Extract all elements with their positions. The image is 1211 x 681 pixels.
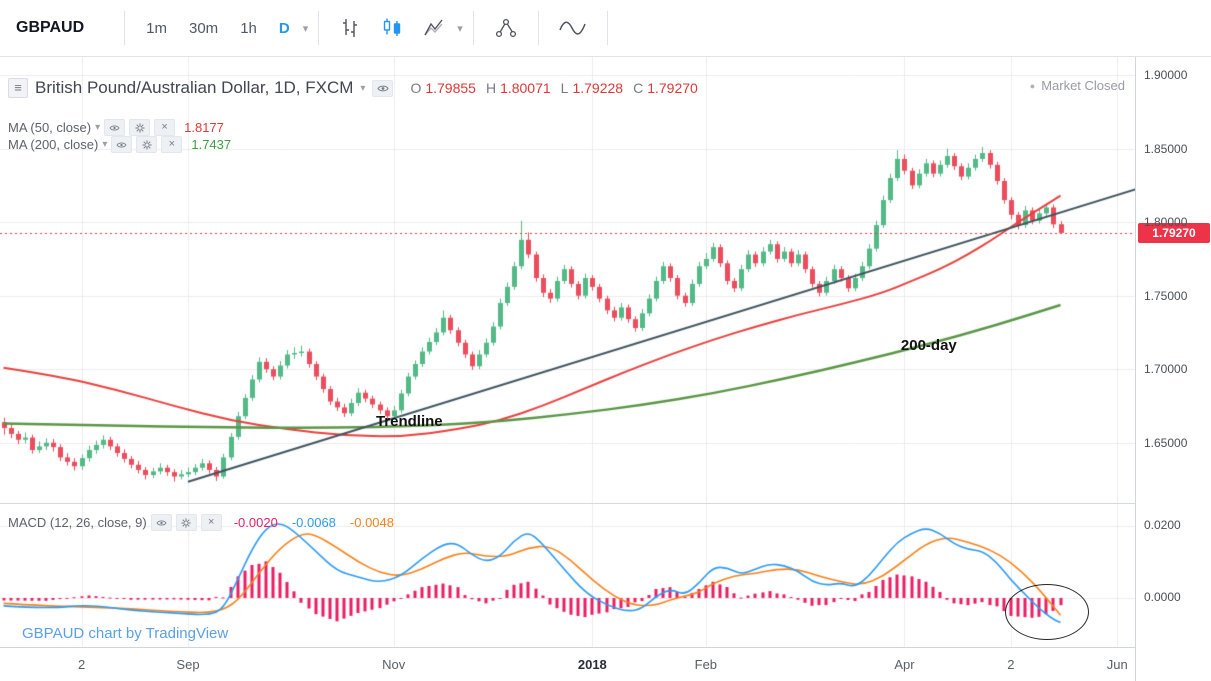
time-axis-label: 2 bbox=[1007, 657, 1015, 672]
macd-signal-value: -0.0048 bbox=[349, 515, 394, 530]
ma50-remove-x-icon[interactable]: × bbox=[154, 119, 176, 136]
trendline-annotation-label[interactable]: Trendline bbox=[375, 413, 443, 431]
high-label: H bbox=[485, 80, 497, 96]
macd-legend-label[interactable]: MACD (12, 26, close, 9) bbox=[8, 515, 147, 530]
price-chart-canvas[interactable] bbox=[0, 56, 1135, 503]
candles-style-icon[interactable] bbox=[380, 16, 404, 40]
market-status-dot-icon: ● bbox=[1029, 80, 1036, 91]
ohlc-readout: O 1.79855 H 1.80071 L 1.79228 C 1.79270 bbox=[404, 80, 697, 96]
highlight-ellipse-annotation[interactable] bbox=[1005, 583, 1090, 640]
interval-dropdown-chevron-icon[interactable]: ▾ bbox=[302, 22, 309, 35]
open-value: 1.79855 bbox=[425, 80, 476, 96]
chart-title[interactable]: British Pound/Australian Dollar, 1D, FXC… bbox=[35, 78, 354, 97]
price-axis-label: 1.70000 bbox=[1144, 362, 1188, 377]
macd-settings-gear-icon[interactable] bbox=[175, 514, 197, 531]
macd-pane: MACD (12, 26, close, 9) × -0.0020 -0.006… bbox=[0, 503, 1135, 648]
ma50-value: 1.8177 bbox=[184, 120, 224, 135]
close-value: 1.79270 bbox=[647, 80, 698, 96]
interval-button-D[interactable]: D bbox=[278, 19, 290, 37]
200day-annotation-label[interactable]: 200-day bbox=[900, 336, 957, 354]
macd-histogram-value: -0.0020 bbox=[233, 515, 278, 530]
ma50-settings-gear-icon[interactable] bbox=[129, 119, 151, 136]
time-axis-label: Nov bbox=[382, 657, 406, 672]
chart-menu-icon[interactable]: ≡ bbox=[8, 78, 28, 98]
low-label: L bbox=[560, 80, 569, 96]
macd-axis-label: 0.0200 bbox=[1144, 517, 1181, 532]
time-axis-label: Jun bbox=[1106, 657, 1128, 672]
line-chart-icon[interactable] bbox=[558, 17, 588, 39]
low-value: 1.79228 bbox=[572, 80, 624, 96]
title-dropdown-caret-icon[interactable]: ▾ bbox=[360, 82, 366, 94]
ma50-dropdown-caret-icon[interactable]: ▾ bbox=[95, 122, 101, 133]
ma200-settings-gear-icon[interactable] bbox=[136, 136, 158, 153]
ma200-dropdown-caret-icon[interactable]: ▾ bbox=[102, 139, 108, 150]
toolbar-separator bbox=[318, 11, 320, 45]
macd-legend-row: MACD (12, 26, close, 9) × -0.0020 -0.006… bbox=[8, 514, 394, 531]
chart-area: ≡ British Pound/Australian Dollar, 1D, F… bbox=[0, 56, 1135, 681]
style-dropdown-chevron-icon[interactable]: ▾ bbox=[457, 22, 463, 35]
ma200-legend-label[interactable]: MA (200, close) bbox=[8, 137, 99, 152]
market-status-text: Market Closed bbox=[1041, 78, 1125, 93]
interval-button-30m[interactable]: 30m bbox=[189, 19, 219, 37]
price-axis-label: 1.75000 bbox=[1144, 288, 1188, 303]
ma200-value: 1.7437 bbox=[191, 137, 232, 152]
macd-visibility-eye-icon[interactable] bbox=[150, 514, 172, 531]
toolbar: GBPAUD 1m 30m 1h D ▾ ▾ bbox=[0, 0, 1211, 57]
chart-legend-title-row: ≡ British Pound/Australian Dollar, 1D, F… bbox=[8, 78, 698, 98]
symbol-name[interactable]: GBPAUD bbox=[16, 19, 85, 36]
interval-button-1m[interactable]: 1m bbox=[146, 19, 167, 37]
toolbar-separator bbox=[537, 11, 539, 45]
price-axis-label: 1.65000 bbox=[1144, 435, 1188, 450]
time-axis-label: Feb bbox=[694, 657, 718, 672]
time-axis-label: Apr bbox=[894, 657, 915, 672]
close-label: C bbox=[633, 80, 644, 96]
time-axis-label: Sep bbox=[176, 657, 200, 672]
price-axis[interactable]: 1.79270 1.90000 1.85000 1.80000 1.75000 1.70… bbox=[1135, 56, 1211, 681]
ma50-legend-row: MA (50, close) ▾ × 1.8177 bbox=[8, 119, 224, 136]
price-pane: ≡ British Pound/Australian Dollar, 1D, F… bbox=[0, 56, 1135, 503]
macd-remove-x-icon[interactable]: × bbox=[200, 514, 222, 531]
price-axis-label: 1.80000 bbox=[1144, 215, 1188, 230]
interval-group: 1m 30m 1h D bbox=[135, 20, 301, 37]
high-value: 1.80071 bbox=[500, 80, 551, 96]
ma50-legend-label[interactable]: MA (50, close) bbox=[8, 120, 92, 135]
toolbar-separator bbox=[124, 11, 126, 45]
tradingview-watermark-link[interactable]: GBPAUD chart by TradingView bbox=[22, 625, 229, 642]
time-axis-label: 2 bbox=[77, 657, 86, 672]
macd-line-value: -0.0068 bbox=[291, 515, 336, 530]
open-label: O bbox=[410, 80, 422, 96]
ma200-visibility-eye-icon[interactable] bbox=[111, 136, 133, 153]
compare-nodes-icon[interactable] bbox=[493, 15, 519, 41]
time-axis-label: 2018 bbox=[577, 657, 607, 672]
toggle-visibility-button[interactable] bbox=[372, 79, 394, 97]
interval-button-1h[interactable]: 1h bbox=[240, 19, 257, 37]
market-status: ● Market Closed bbox=[1030, 78, 1125, 93]
ma200-remove-x-icon[interactable]: × bbox=[161, 136, 183, 153]
price-axis-label: 1.85000 bbox=[1144, 141, 1188, 156]
macd-axis-label: 0.0000 bbox=[1144, 589, 1181, 604]
ma50-visibility-eye-icon[interactable] bbox=[104, 119, 126, 136]
toolbar-separator bbox=[606, 11, 608, 45]
toolbar-separator bbox=[472, 11, 474, 45]
ma200-legend-row: MA (200, close) ▾ × 1.7437 bbox=[8, 136, 231, 153]
bars-style-icon[interactable] bbox=[338, 16, 362, 40]
time-axis[interactable]: 2 Sep Nov 2018 Feb Apr 2 Jun bbox=[0, 647, 1135, 681]
last-price-badge: 1.79270 bbox=[1138, 222, 1210, 243]
area-style-icon[interactable] bbox=[422, 16, 446, 40]
price-axis-label: 1.90000 bbox=[1144, 68, 1188, 83]
